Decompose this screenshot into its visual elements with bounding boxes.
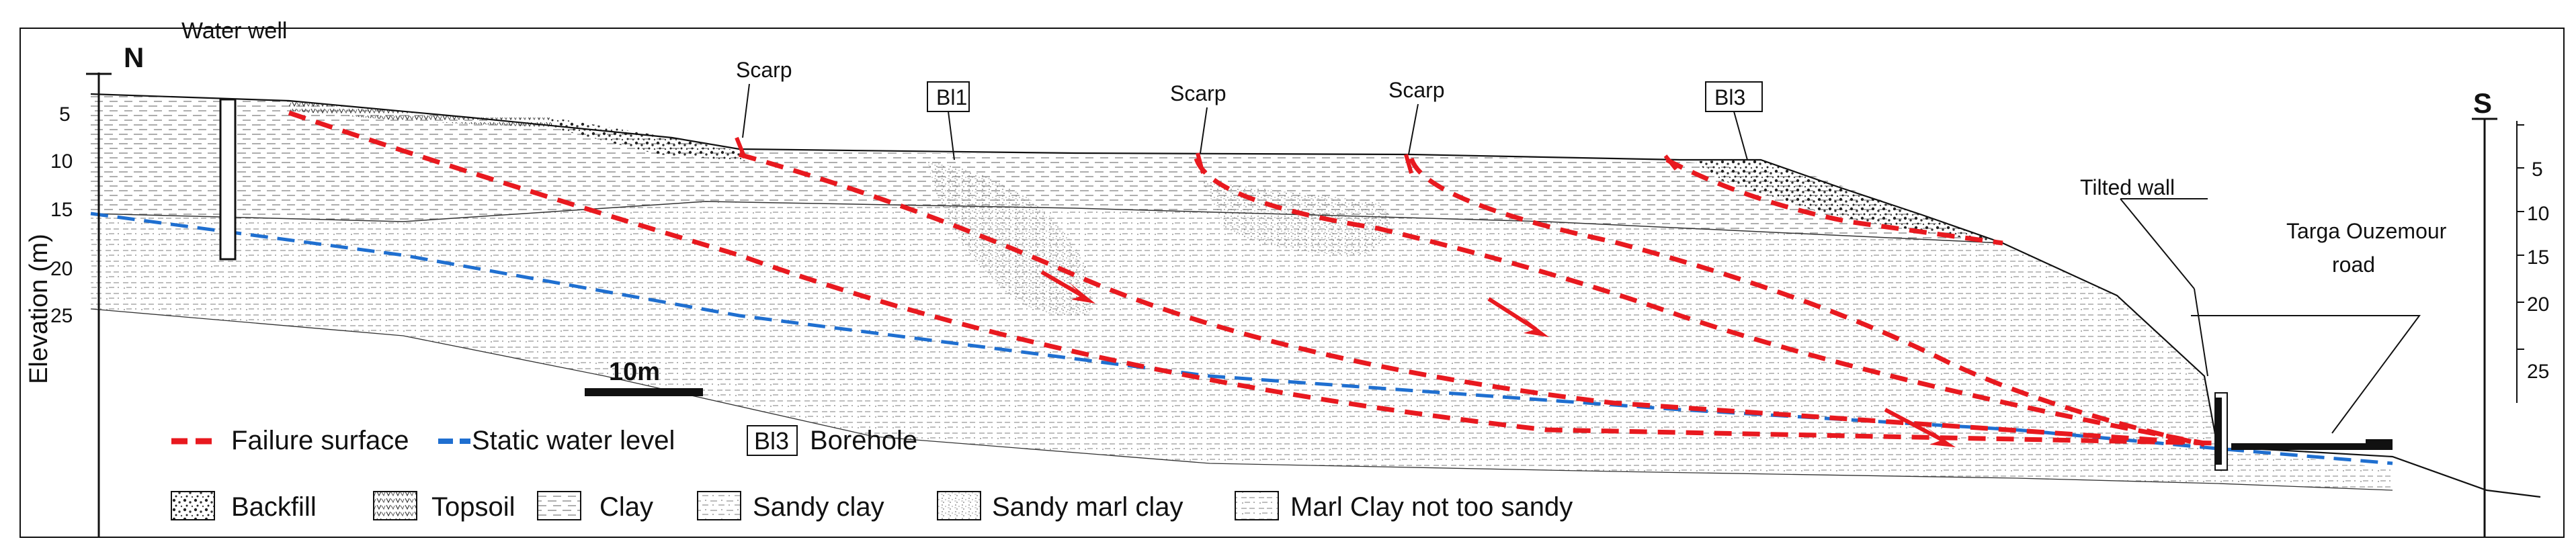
- legend-marl-label: Marl Clay not too sandy: [1290, 492, 1573, 522]
- legend-failure-label: Failure surface: [231, 426, 409, 455]
- left-tick-20: 20: [50, 258, 73, 280]
- legend-row-1: Failure surface Static water level Bl3 B…: [171, 425, 917, 456]
- marl-clay-layer: [91, 214, 2393, 490]
- right-tick-25: 25: [2527, 361, 2549, 383]
- water-well-column: [219, 98, 237, 261]
- right-tick-20: 20: [2527, 293, 2549, 316]
- failure-surface-main: [288, 110, 2218, 446]
- static-water-level-line: [90, 212, 2393, 465]
- figure-frame: [19, 28, 2565, 538]
- legend-water-label: Static water level: [472, 426, 675, 455]
- lower-layer-contact: [90, 308, 2393, 491]
- legend-marl-swatch: [1235, 491, 1279, 520]
- scale-label: 10m: [609, 358, 660, 386]
- legend-sandy-clay-swatch: [697, 491, 741, 520]
- north-axis: [86, 73, 112, 537]
- scarp-label-2: Scarp: [1170, 81, 1227, 105]
- south-axis: [2472, 118, 2497, 537]
- scarp-marks: [735, 136, 1678, 174]
- backfill-cap-1: [551, 118, 746, 161]
- right-tick-axis: [2516, 121, 2524, 403]
- legend-sandy-marl-swatch: [937, 491, 981, 520]
- right-ticks: 5 10 15 20 25: [2527, 158, 2549, 383]
- scarp-label-1: Scarp: [736, 58, 792, 82]
- scarp-label-3: Scarp: [1388, 78, 1445, 102]
- right-tick-10: 10: [2527, 203, 2549, 225]
- tilted-wall: [2120, 198, 2228, 471]
- elevation-axis-label: Elevation (m): [25, 234, 53, 384]
- legend-borehole-swatch: [747, 425, 798, 456]
- right-tick-15: 15: [2527, 246, 2549, 269]
- road-label-line1: Targa Ouzemour: [2286, 219, 2447, 243]
- failure-surface-4: [1409, 157, 2205, 447]
- legend-row-2: Backfill Topsoil Clay Sandy clay Sandy m…: [171, 491, 1573, 522]
- failure-surface-5: [1665, 157, 2003, 246]
- legend-sandy-marl-label: Sandy marl clay: [992, 492, 1183, 522]
- failure-surface-3: [1194, 157, 2205, 446]
- borehole-label-3: Bl3: [1714, 85, 1745, 109]
- legend-clay-label: Clay: [599, 492, 653, 522]
- south-label: S: [2473, 87, 2492, 119]
- legend-backfill-label: Backfill: [231, 492, 317, 522]
- legend-borehole-code: Bl3: [754, 427, 789, 455]
- left-tick-10: 10: [50, 150, 73, 173]
- borehole-markers: [927, 81, 1763, 161]
- tilted-wall-label: Tilted wall: [2080, 175, 2175, 199]
- failure-arrows: [1040, 270, 1956, 447]
- left-tick-15: 15: [50, 199, 73, 221]
- left-tick-5: 5: [59, 103, 71, 126]
- left-ticks: 5 10 15 20 25: [50, 103, 73, 327]
- legend-topsoil-swatch: [373, 491, 417, 520]
- legend-borehole-label: Borehole: [810, 426, 917, 455]
- north-label: N: [124, 42, 144, 73]
- legend-backfill-swatch: [171, 491, 215, 520]
- road-label-line2: road: [2332, 253, 2375, 277]
- scarp-leaders: [742, 83, 1419, 155]
- legend-topsoil-label: Topsoil: [431, 492, 515, 522]
- road: [2191, 315, 2421, 450]
- borehole-label-1: Bl1: [936, 85, 967, 109]
- backfill-cap-2: [1694, 160, 2003, 243]
- water-well-label: Water well: [181, 18, 287, 44]
- layer-contact: [90, 201, 2003, 244]
- failure-surfaces: [288, 110, 2218, 447]
- right-tick-5: 5: [2532, 158, 2543, 181]
- failure-surface-2: [739, 152, 2205, 446]
- legend-clay-swatch: [537, 491, 581, 520]
- scale-bar: [585, 388, 703, 396]
- legend-sandy-clay-label: Sandy clay: [753, 492, 884, 522]
- left-tick-25: 25: [50, 305, 73, 327]
